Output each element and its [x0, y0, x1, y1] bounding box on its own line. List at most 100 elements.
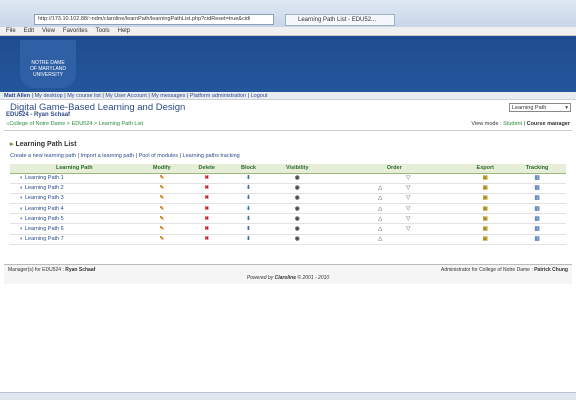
path-icon[interactable]: ◐ — [20, 205, 25, 212]
export-icon[interactable]: ▣ — [482, 226, 488, 233]
tracking-icon[interactable]: ▥ — [534, 226, 540, 233]
path-icon[interactable]: ◐ — [20, 236, 25, 243]
visibility-icon[interactable]: ◉ — [294, 195, 300, 202]
visibility-icon[interactable]: ◉ — [294, 236, 300, 243]
breadcrumb-link[interactable]: College of Notre Dame — [9, 121, 66, 127]
visibility-icon[interactable]: ◉ — [294, 226, 300, 233]
order-up[interactable]: △ — [378, 205, 383, 212]
tracking-icon[interactable]: ▥ — [534, 236, 540, 243]
delete-icon[interactable]: ✖ — [204, 226, 210, 233]
order-up[interactable]: △ — [378, 236, 383, 243]
modify-icon[interactable]: ✎ — [159, 195, 165, 202]
menu-item[interactable]: Tools — [95, 28, 110, 34]
path-link[interactable]: Learning Path 5 — [24, 215, 64, 222]
export-cell: ▣ — [462, 203, 509, 215]
menu-item[interactable]: Edit — [23, 28, 35, 34]
path-link[interactable]: Learning Path 1 — [24, 175, 64, 182]
order-up[interactable]: △ — [378, 195, 383, 202]
footer: Manager(s) for EDU524 : Ryan Schaaf Admi… — [4, 264, 572, 284]
order-up[interactable]: △ — [378, 226, 383, 233]
modify-icon[interactable]: ✎ — [159, 185, 165, 192]
order-down[interactable]: ▽ — [406, 215, 411, 222]
address-bar[interactable]: http://173.10.102.88/~ndm/claroline/lear… — [34, 14, 274, 25]
export-icon[interactable]: ▣ — [482, 185, 488, 192]
action-link[interactable]: Learning paths tracking — [182, 153, 240, 159]
action-link[interactable]: Import a learning path — [80, 153, 135, 159]
modify-icon[interactable]: ✎ — [159, 175, 165, 182]
order-down[interactable]: ▽ — [406, 185, 411, 192]
user-name[interactable]: Matt Allen — [4, 93, 31, 99]
path-icon[interactable]: ◐ — [20, 215, 25, 222]
block-icon[interactable]: ⬇ — [246, 226, 251, 233]
order-cell: △ ▽ — [326, 213, 463, 225]
tool-select[interactable]: Learning Path ▾ — [509, 103, 571, 112]
path-icon[interactable]: ◐ — [20, 175, 25, 182]
logo[interactable]: NOTRE DAME OF MARYLAND UNIVERSITY — [20, 40, 76, 88]
breadcrumb-link[interactable]: Learning Path List — [98, 121, 143, 127]
path-cell: ◐ Learning Path 2 — [10, 183, 139, 194]
tracking-icon[interactable]: ▥ — [534, 215, 540, 222]
path-link[interactable]: Learning Path 6 — [24, 226, 64, 233]
path-icon[interactable]: ◐ — [20, 195, 25, 202]
path-link[interactable]: Learning Path 3 — [24, 195, 64, 202]
block-icon[interactable]: ⬇ — [246, 215, 251, 222]
modify-icon[interactable]: ✎ — [159, 205, 165, 212]
action-link[interactable]: Pool of modules — [138, 153, 179, 159]
delete-icon[interactable]: ✖ — [204, 215, 210, 222]
visibility-icon[interactable]: ◉ — [294, 205, 300, 212]
delete-icon[interactable]: ✖ — [204, 175, 210, 182]
menu-item[interactable]: Favorites — [62, 28, 88, 34]
order-down[interactable]: ▽ — [406, 195, 411, 202]
user-link[interactable]: My desktop — [34, 93, 63, 99]
delete-icon[interactable]: ✖ — [204, 185, 210, 192]
modify-icon[interactable]: ✎ — [159, 215, 165, 222]
export-icon[interactable]: ▣ — [482, 175, 488, 182]
export-icon[interactable]: ▣ — [482, 215, 488, 222]
user-link[interactable]: My User Account — [105, 93, 147, 99]
path-link[interactable]: Learning Path 7 — [24, 236, 64, 243]
order-down[interactable]: ▽ — [406, 226, 411, 233]
block-icon[interactable]: ⬇ — [246, 185, 251, 192]
delete-icon[interactable]: ✖ — [204, 195, 210, 202]
tracking-icon[interactable]: ▥ — [534, 205, 540, 212]
export-icon[interactable]: ▣ — [482, 236, 488, 243]
visibility-icon[interactable]: ◉ — [294, 175, 300, 182]
export-icon[interactable]: ▣ — [482, 195, 488, 202]
user-link[interactable]: Platform administration — [189, 93, 247, 99]
course-title[interactable]: Digital Game-Based Learning and Design — [10, 102, 186, 113]
menu-item[interactable]: Help — [117, 28, 130, 34]
path-icon[interactable]: ◐ — [20, 226, 25, 233]
browser-tab[interactable]: Learning Path List - EDU52... — [285, 14, 395, 26]
breadcrumb-link[interactable]: EDU524 — [71, 121, 93, 127]
modify-icon[interactable]: ✎ — [159, 226, 165, 233]
order-up[interactable]: △ — [378, 185, 383, 192]
menu-item[interactable]: File — [6, 28, 16, 34]
tracking-icon[interactable]: ▥ — [534, 175, 540, 182]
tracking-icon[interactable]: ▥ — [534, 185, 540, 192]
modify-icon[interactable]: ✎ — [159, 236, 165, 243]
student-link[interactable]: Student — [503, 121, 523, 127]
block-icon[interactable]: ⬇ — [246, 195, 251, 202]
delete-icon[interactable]: ✖ — [204, 236, 210, 243]
order-down[interactable]: ▽ — [406, 175, 411, 182]
admin-name[interactable]: Patrick Chung — [534, 267, 568, 273]
export-icon[interactable]: ▣ — [482, 205, 488, 212]
visibility-icon[interactable]: ◉ — [294, 185, 300, 192]
visibility-icon[interactable]: ◉ — [294, 215, 300, 222]
block-icon[interactable]: ⬇ — [246, 205, 251, 212]
order-up[interactable]: △ — [378, 215, 383, 222]
user-link[interactable]: My messages — [151, 93, 186, 99]
menu-item[interactable]: View — [42, 28, 55, 34]
tracking-icon[interactable]: ▥ — [534, 195, 540, 202]
path-link[interactable]: Learning Path 2 — [24, 185, 64, 192]
claroline[interactable]: Claroline — [274, 275, 297, 281]
user-link[interactable]: My course list — [67, 93, 101, 99]
block-icon[interactable]: ⬇ — [246, 175, 251, 182]
block-icon[interactable]: ⬇ — [246, 236, 251, 243]
delete-icon[interactable]: ✖ — [204, 205, 210, 212]
path-link[interactable]: Learning Path 4 — [24, 205, 64, 212]
user-link[interactable]: Logout — [250, 93, 268, 99]
order-down[interactable]: ▽ — [406, 205, 411, 212]
path-icon[interactable]: ◐ — [20, 185, 25, 192]
action-link[interactable]: Create a new learning path — [10, 153, 77, 159]
